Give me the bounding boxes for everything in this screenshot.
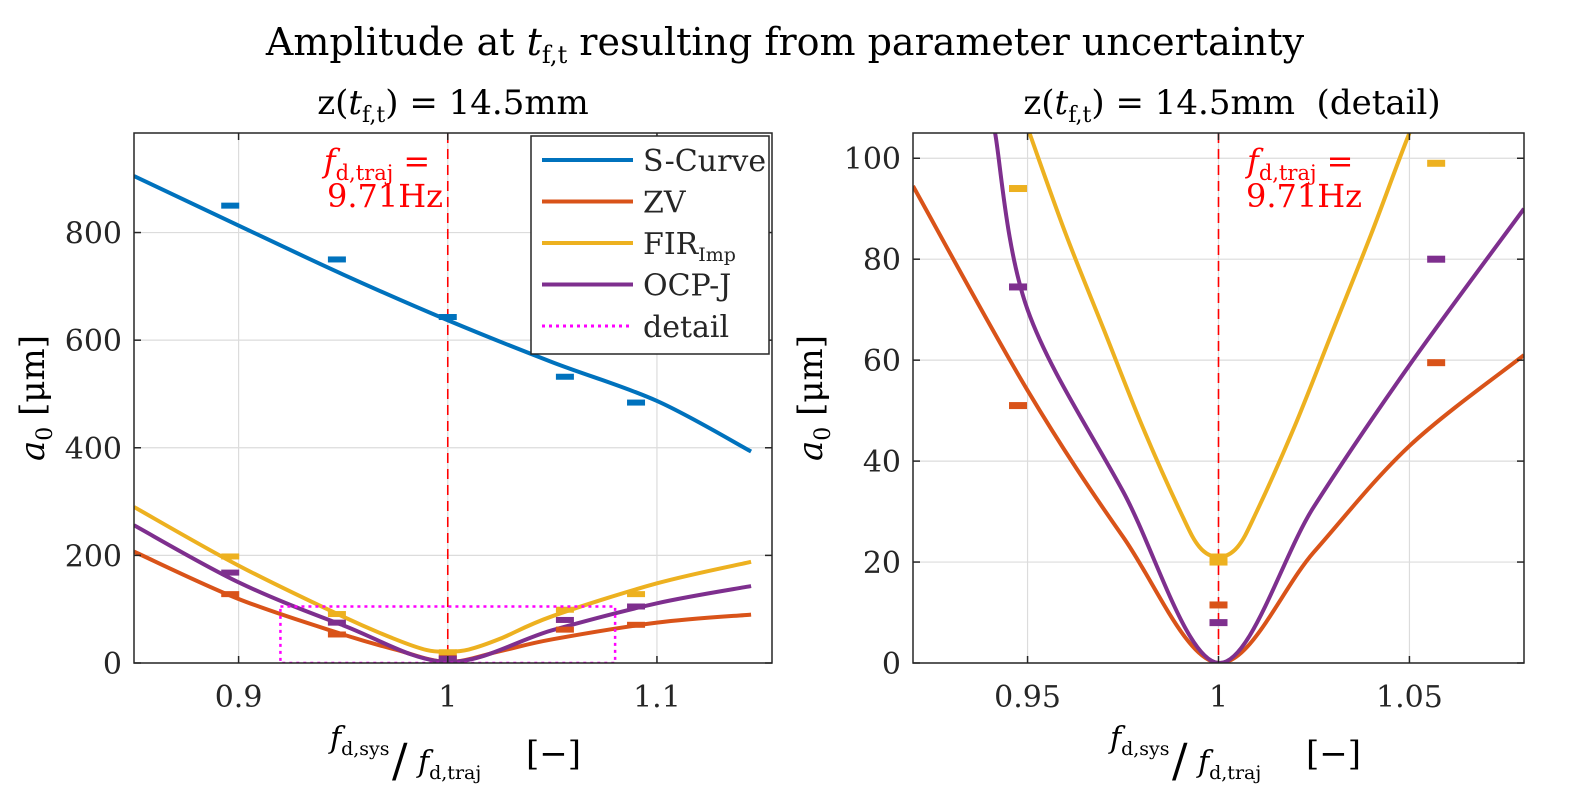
right-x-axis-label: fd,sys / fd,traj [−] (1108, 721, 1361, 787)
left-xtick-label: 0.9 (215, 680, 263, 715)
right-series-fir (1027, 133, 1492, 559)
left-marker-zv (555, 626, 574, 633)
right-marker-ocp (1009, 283, 1028, 291)
right-ytick-label: 40 (863, 445, 901, 480)
right-xlabel-denominator: fd,traj (1196, 745, 1261, 784)
left-ytick-label: 400 (65, 432, 122, 467)
left-marker-scurve (555, 373, 574, 380)
left-marker-fir (438, 649, 457, 656)
left-ref-label-value: 9.71Hz (327, 177, 443, 215)
left-x-axis-label: fd,sys / fd,traj [−] (328, 721, 581, 787)
left-y-axis-label: a0 [μm] (13, 335, 58, 461)
right-marker-fir (1009, 185, 1028, 193)
left-marker-ocp (221, 569, 240, 576)
left-marker-zv (327, 631, 346, 638)
right-chart: 0.95 1 1.05 0 20 40 60 80 100 z(tf,t) = 14.5mm (… (791, 83, 1525, 787)
left-marker-fir (327, 611, 346, 618)
right-xtick-label: 1 (1209, 680, 1228, 715)
right-marker-ocp (1427, 255, 1446, 263)
legend-label-fir: FIRImp (643, 227, 736, 266)
left-ref-label-eq: fd,traj = (322, 142, 430, 185)
left-marker-fir (555, 606, 574, 613)
right-xlabel-unit: [−] (1306, 734, 1361, 774)
left-ticks: 0.9 1 1.1 0 200 400 600 800 (65, 133, 772, 715)
left-marker-scurve (627, 399, 646, 406)
left-series-scurve (134, 174, 753, 454)
legend-label-ocp: OCP-J (643, 269, 731, 304)
right-marker-zv (1209, 601, 1228, 609)
left-marker-fir (627, 591, 646, 598)
right-marker-zv (1009, 402, 1028, 410)
left-xlabel-denominator: fd,traj (416, 745, 481, 784)
right-y-axis-label: a0 [μm] (791, 335, 836, 461)
left-xtick-label: 1 (438, 680, 457, 715)
left-marker-ocp (627, 603, 646, 610)
right-marker-fir (1427, 159, 1446, 167)
left-xlabel-slash: / (392, 733, 408, 787)
left-marker-ocp (327, 619, 346, 626)
left-xtick-label: 1.1 (633, 680, 681, 715)
right-ytick-label: 80 (863, 243, 901, 278)
left-xlabel-numerator: fd,sys (328, 721, 390, 760)
figure-title: Amplitude at tf,t resulting from paramet… (265, 20, 1305, 69)
right-xlabel-slash: / (1172, 733, 1188, 787)
left-marker-scurve (438, 314, 457, 321)
left-marker-zv (221, 591, 240, 598)
right-ticks: 0.95 1 1.05 0 20 40 60 80 100 (844, 133, 1524, 715)
left-ytick-label: 800 (65, 217, 122, 252)
right-marker-ocp (1209, 619, 1228, 627)
right-ytick-label: 20 (863, 546, 901, 581)
right-ytick-label: 60 (863, 344, 901, 379)
right-marker-fir (1209, 558, 1228, 566)
left-marker-ocp (555, 616, 574, 623)
left-axes-box (133, 132, 773, 664)
left-marker-scurve (327, 256, 346, 263)
right-ref-label-value: 9.71Hz (1246, 177, 1362, 215)
right-marker-zv (1427, 359, 1446, 367)
right-xtick-label: 1.05 (1376, 680, 1443, 715)
right-chart-title: z(tf,t) = 14.5mm (detail) (1023, 83, 1440, 128)
left-xlabel-unit: [−] (526, 734, 581, 774)
left-marker-scurve (221, 202, 240, 209)
left-ytick-label: 600 (65, 324, 122, 359)
right-xlabel-numerator: fd,sys (1108, 721, 1170, 760)
left-marker-fir (221, 553, 240, 560)
left-chart: 0.9 1 1.1 0 200 400 600 800 z(tf,t) = 14.5mm fd… (13, 83, 773, 787)
right-xtick-label: 0.95 (994, 680, 1061, 715)
legend-label-scurve: S-Curve (643, 144, 766, 179)
left-ytick-label: 0 (103, 647, 122, 682)
legend-label-zv: ZV (643, 186, 687, 221)
right-ytick-label: 0 (882, 647, 901, 682)
left-marker-zv (627, 621, 646, 628)
right-marker-fir (1209, 553, 1228, 561)
left-ytick-label: 200 (65, 539, 122, 574)
left-chart-title: z(tf,t) = 14.5mm (317, 83, 589, 128)
right-ytick-label: 100 (844, 142, 901, 177)
legend-label-detail: detail (643, 310, 729, 345)
